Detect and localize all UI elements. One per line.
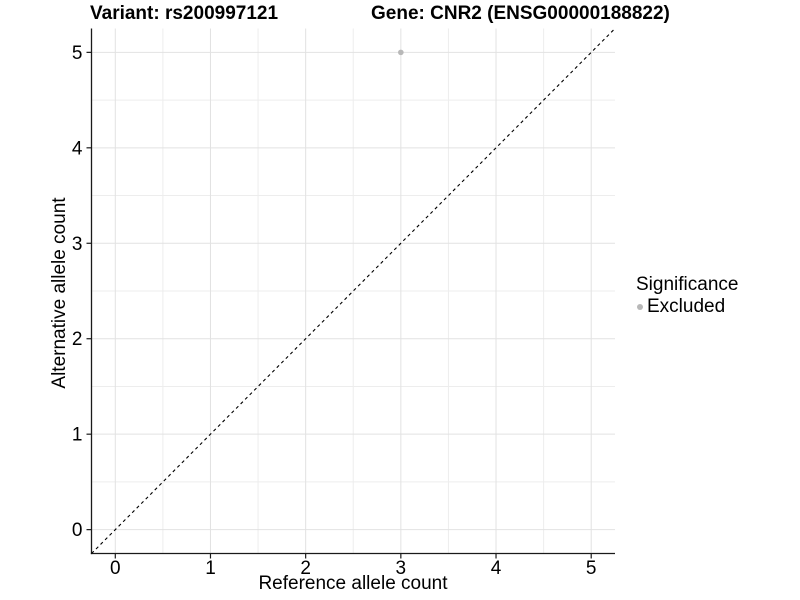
x-tick-label: 2 <box>300 558 311 579</box>
y-tick-label: 1 <box>72 425 83 446</box>
x-tick-label: 3 <box>396 558 407 579</box>
x-axis-title: Reference allele count <box>258 573 448 594</box>
data-point <box>398 49 404 56</box>
legend-key-circle-icon <box>637 304 643 310</box>
y-tick-label: 4 <box>72 138 83 159</box>
legend-item-label: Excluded <box>647 296 726 317</box>
x-tick-label: 5 <box>586 558 597 579</box>
y-tick-label: 3 <box>72 234 83 255</box>
legend-item-excluded: Excluded <box>637 297 738 317</box>
x-tick-label: 1 <box>205 558 216 579</box>
legend: Significance Excluded <box>635 275 738 317</box>
legend-title: Significance <box>636 274 739 295</box>
plot-title-gene: Gene: CNR2 (ENSG00000188822) <box>371 3 670 24</box>
y-axis-title: Alternative allele count <box>49 197 70 389</box>
y-tick-label: 2 <box>72 329 83 350</box>
x-tick-label: 0 <box>110 558 121 579</box>
y-tick-label: 0 <box>72 520 83 541</box>
plot-title-variant: Variant: rs200997121 <box>90 3 279 24</box>
identity-reference-line <box>91 28 616 554</box>
x-tick-label: 4 <box>491 558 502 579</box>
y-tick-label: 5 <box>72 43 83 64</box>
